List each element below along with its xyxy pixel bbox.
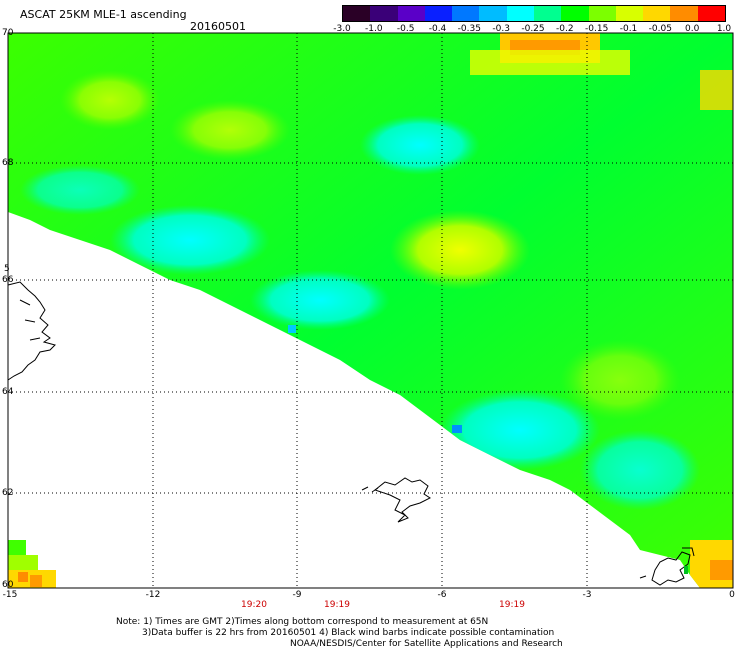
land-marker — [684, 566, 688, 574]
colorbar-label: -0.2 — [556, 24, 574, 34]
colorbar-swatch — [452, 6, 480, 21]
colorbar-labels: -3.0 -1.0 -0.5 -0.4 -0.35 -0.3 -0.25 -0.2 -0.15-… — [330, 24, 740, 36]
colorbar-label: 1.0 — [716, 24, 732, 34]
colorbar-label: -0.35 — [457, 24, 481, 34]
colorbar-label: 0.0 — [684, 24, 700, 34]
swath-data — [8, 33, 733, 588]
colorbar-swatch — [397, 6, 425, 21]
lon-label-minus15: -15 — [2, 590, 18, 600]
swath-corner-patch — [8, 540, 56, 588]
lat-label-64: 64 — [2, 387, 14, 397]
colorbar-swatch — [615, 6, 644, 21]
lat-label-70: 70 — [2, 28, 14, 38]
colorbar-label: -0.4 — [428, 24, 447, 34]
time-label-3: 19:19 — [499, 600, 525, 610]
colorbar-label: -0.1 — [619, 24, 638, 34]
colorbar-swatch — [697, 6, 725, 21]
colorbar-swatch — [533, 6, 562, 21]
graticule — [8, 33, 733, 588]
footer-note-2: 3)Data buffer is 22 hrs from 20160501 4)… — [142, 628, 555, 638]
colorbar-swatch — [643, 6, 671, 21]
footer-note-1: Note: 1) Times are GMT 2)Times along bot… — [116, 617, 489, 627]
lon-label-minus6: -6 — [437, 590, 447, 600]
lat-label-68: 68 — [2, 158, 14, 168]
colorbar-label: -0.05 — [648, 24, 672, 34]
lat-label-60: 60 — [2, 580, 14, 590]
colorbar-swatch — [424, 6, 453, 21]
lat-label-62: 62 — [2, 488, 14, 498]
coastline — [7, 281, 695, 586]
colorbar-swatch — [343, 6, 371, 21]
colorbar-label: -0.25 — [521, 24, 545, 34]
time-label-2: 19:19 — [324, 600, 350, 610]
colorbar-swatch — [506, 6, 534, 21]
lon-label-minus3: -3 — [582, 590, 592, 600]
map-frame — [7, 32, 734, 589]
colorbar-label: -3.0 — [333, 24, 351, 34]
colorbar-label: -0.3 — [492, 24, 510, 34]
time-label-1: 19:20 — [241, 600, 267, 610]
colorbar-label: -0.15 — [585, 24, 609, 34]
product-date: 20160501 — [190, 20, 246, 33]
lat-label-partial: 5 — [4, 264, 10, 274]
colorbar-swatch — [561, 6, 589, 21]
lon-label-minus9: -9 — [292, 590, 302, 600]
lon-label-minus12: -12 — [145, 590, 161, 600]
colorbar-swatch — [588, 6, 616, 21]
product-title: ASCAT 25KM MLE-1 ascending — [20, 8, 187, 21]
colorbar-swatch — [670, 6, 698, 21]
lat-label-66: 66 — [2, 275, 14, 285]
lon-label-0: 0 — [729, 590, 735, 600]
colorbar-swatch — [370, 6, 398, 21]
colorbar-label: -1.0 — [365, 24, 383, 34]
colorbar-label: -0.5 — [396, 24, 415, 34]
colorbar-swatch — [479, 6, 507, 21]
colorbar — [342, 5, 726, 22]
footer-credit: NOAA/NESDIS/Center for Satellite Applica… — [290, 639, 563, 649]
